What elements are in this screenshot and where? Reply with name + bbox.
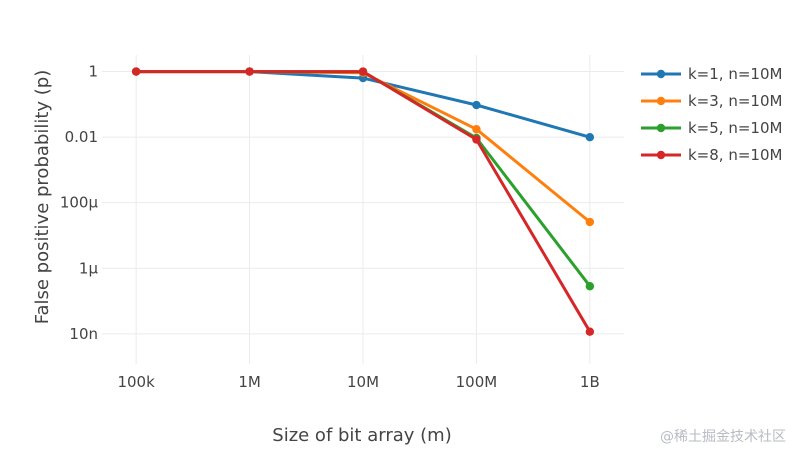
y-tick-label: 0.01 [65, 128, 98, 146]
legend-label: k=8, n=10M [688, 146, 782, 164]
data-point [585, 132, 595, 142]
x-tick-label: 1M [238, 373, 261, 391]
legend-label: k=1, n=10M [688, 65, 782, 83]
x-tick-label: 100k [117, 373, 155, 391]
legend-swatch-marker [656, 96, 666, 106]
data-point [585, 217, 595, 227]
x-tick-label: 1B [580, 373, 600, 391]
x-tick-label: 100M [456, 373, 498, 391]
y-tick-label: 1 [88, 63, 98, 81]
y-tick-label: 10n [69, 325, 98, 343]
legend: k=1, n=10M k=3, n=10M k=5, n=10M k=8, n=10M [641, 65, 782, 164]
data-point [245, 67, 254, 76]
y-axis-title: False positive probability (p) [32, 70, 53, 324]
data-point [472, 100, 481, 110]
legend-item[interactable]: k=8, n=10M [641, 146, 782, 164]
data-point [472, 135, 481, 144]
data-point [585, 327, 595, 336]
legend-swatch-marker [656, 69, 666, 79]
y-tick-label: 100μ [60, 194, 99, 212]
x-axis-title: Size of bit array (m) [272, 425, 451, 446]
legend-item[interactable]: k=3, n=10M [641, 92, 782, 110]
grid [102, 55, 624, 364]
tick-labels: 100k 1M 10M 100M 1B 1 0.01 100μ 1μ 10n [60, 63, 600, 391]
legend-label: k=3, n=10M [688, 92, 782, 110]
data-point [131, 67, 141, 76]
data-point [358, 67, 368, 76]
y-tick-label: 1μ [79, 259, 99, 277]
legend-label: k=5, n=10M [688, 119, 782, 137]
data-point [472, 125, 481, 134]
legend-item[interactable]: k=1, n=10M [641, 65, 782, 83]
x-tick-label: 10M [347, 373, 379, 391]
legend-swatch-marker [656, 123, 666, 133]
legend-item[interactable]: k=5, n=10M [641, 119, 782, 137]
legend-swatch-marker [656, 150, 666, 160]
watermark: @稀土掘金技术社区 [660, 429, 786, 445]
series-layer [131, 67, 595, 336]
data-point [585, 282, 595, 291]
